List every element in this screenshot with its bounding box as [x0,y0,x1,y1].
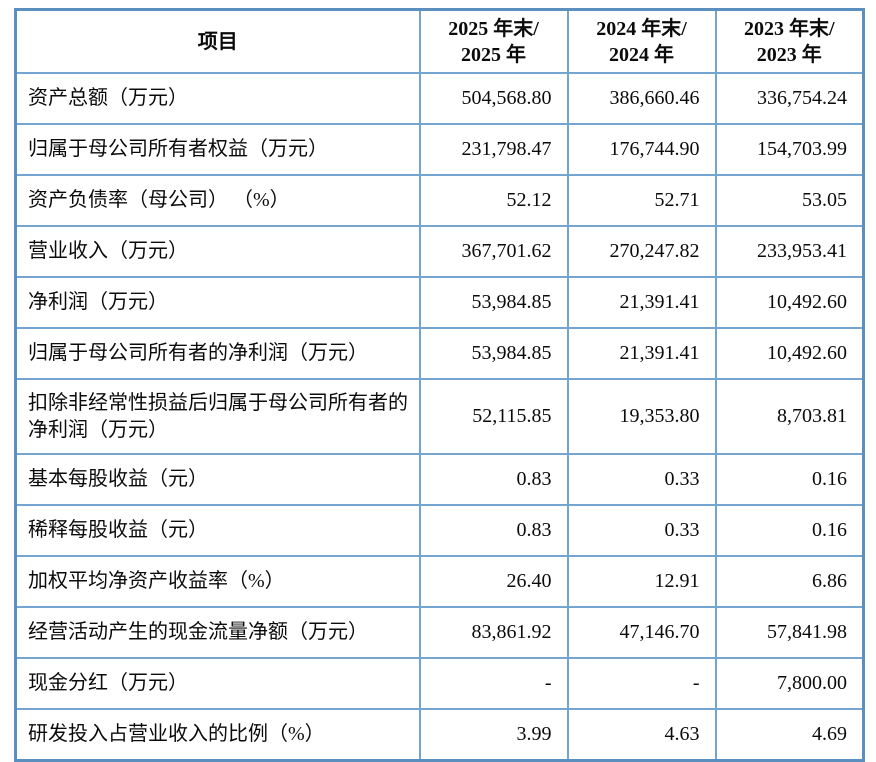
cell-value: 0.33 [566,453,717,506]
cell-value: 19,353.80 [566,378,717,455]
cell-value: 52.12 [418,174,569,227]
table-row-weighted-roe: 加权平均净资产收益率（%） 26.40 12.91 6.86 [14,555,865,608]
cell-value: 233,953.41 [714,225,865,278]
row-label: 研发投入占营业收入的比例（%） [14,708,421,762]
header-row: 项目 2025 年末/ 2025 年 2024 年末/ 2024 年 2023 … [14,8,865,74]
row-label: 扣除非经常性损益后归属于母公司所有者的净利润（万元） [14,378,421,455]
table-row-deducted-net-profit: 扣除非经常性损益后归属于母公司所有者的净利润（万元） 52,115.85 19,… [14,378,865,455]
table-row-parent-equity: 归属于母公司所有者权益（万元） 231,798.47 176,744.90 15… [14,123,865,176]
row-label: 基本每股收益（元） [14,453,421,506]
table-body: 资产总额（万元） 504,568.80 386,660.46 336,754.2… [14,72,865,762]
row-label: 稀释每股收益（元） [14,504,421,557]
row-label: 现金分红（万元） [14,657,421,710]
table-row-rd-ratio: 研发投入占营业收入的比例（%） 3.99 4.63 4.69 [14,708,865,762]
cell-value: 367,701.62 [418,225,569,278]
row-label: 营业收入（万元） [14,225,421,278]
cell-value: 270,247.82 [566,225,717,278]
cell-value: 53,984.85 [418,276,569,329]
cell-value: 12.91 [566,555,717,608]
cell-value: 231,798.47 [418,123,569,176]
cell-value: 154,703.99 [714,123,865,176]
cell-value: 0.83 [418,453,569,506]
cell-value: 0.83 [418,504,569,557]
table-row-basic-eps: 基本每股收益（元） 0.83 0.33 0.16 [14,453,865,506]
cell-value: 3.99 [418,708,569,762]
header-cell-2024: 2024 年末/ 2024 年 [566,8,717,74]
cell-value: 6.86 [714,555,865,608]
row-label: 净利润（万元） [14,276,421,329]
cell-value: 53.05 [714,174,865,227]
cell-value: - [566,657,717,710]
cell-value: 504,568.80 [418,72,569,125]
row-label: 加权平均净资产收益率（%） [14,555,421,608]
table-row-debt-ratio: 资产负债率（母公司） （%） 52.12 52.71 53.05 [14,174,865,227]
cell-value: 52.71 [566,174,717,227]
cell-value: 10,492.60 [714,327,865,380]
cell-value: 10,492.60 [714,276,865,329]
cell-value: 7,800.00 [714,657,865,710]
cell-value: 8,703.81 [714,378,865,455]
table-header: 项目 2025 年末/ 2025 年 2024 年末/ 2024 年 2023 … [14,8,865,74]
row-label: 归属于母公司所有者的净利润（万元） [14,327,421,380]
cell-value: 336,754.24 [714,72,865,125]
cell-value: 21,391.41 [566,327,717,380]
row-label: 归属于母公司所有者权益（万元） [14,123,421,176]
cell-value: 0.16 [714,504,865,557]
cell-value: - [418,657,569,710]
header-cell-item: 项目 [14,8,421,74]
table-row-parent-net-profit: 归属于母公司所有者的净利润（万元） 53,984.85 21,391.41 10… [14,327,865,380]
header-cell-2025: 2025 年末/ 2025 年 [418,8,569,74]
cell-value: 386,660.46 [566,72,717,125]
cell-value: 53,984.85 [418,327,569,380]
cell-value: 0.33 [566,504,717,557]
cell-value: 4.63 [566,708,717,762]
table-row-revenue: 营业收入（万元） 367,701.62 270,247.82 233,953.4… [14,225,865,278]
cell-value: 176,744.90 [566,123,717,176]
table-row-total-assets: 资产总额（万元） 504,568.80 386,660.46 336,754.2… [14,72,865,125]
row-label: 资产负债率（母公司） （%） [14,174,421,227]
table-row-cash-dividend: 现金分红（万元） - - 7,800.00 [14,657,865,710]
table-row-net-profit: 净利润（万元） 53,984.85 21,391.41 10,492.60 [14,276,865,329]
table-row-diluted-eps: 稀释每股收益（元） 0.83 0.33 0.16 [14,504,865,557]
cell-value: 21,391.41 [566,276,717,329]
financial-summary-table: 项目 2025 年末/ 2025 年 2024 年末/ 2024 年 2023 … [14,8,865,762]
cell-value: 4.69 [714,708,865,762]
row-label: 资产总额（万元） [14,72,421,125]
header-cell-2023: 2023 年末/ 2023 年 [714,8,865,74]
cell-value: 26.40 [418,555,569,608]
cell-value: 0.16 [714,453,865,506]
cell-value: 52,115.85 [418,378,569,455]
